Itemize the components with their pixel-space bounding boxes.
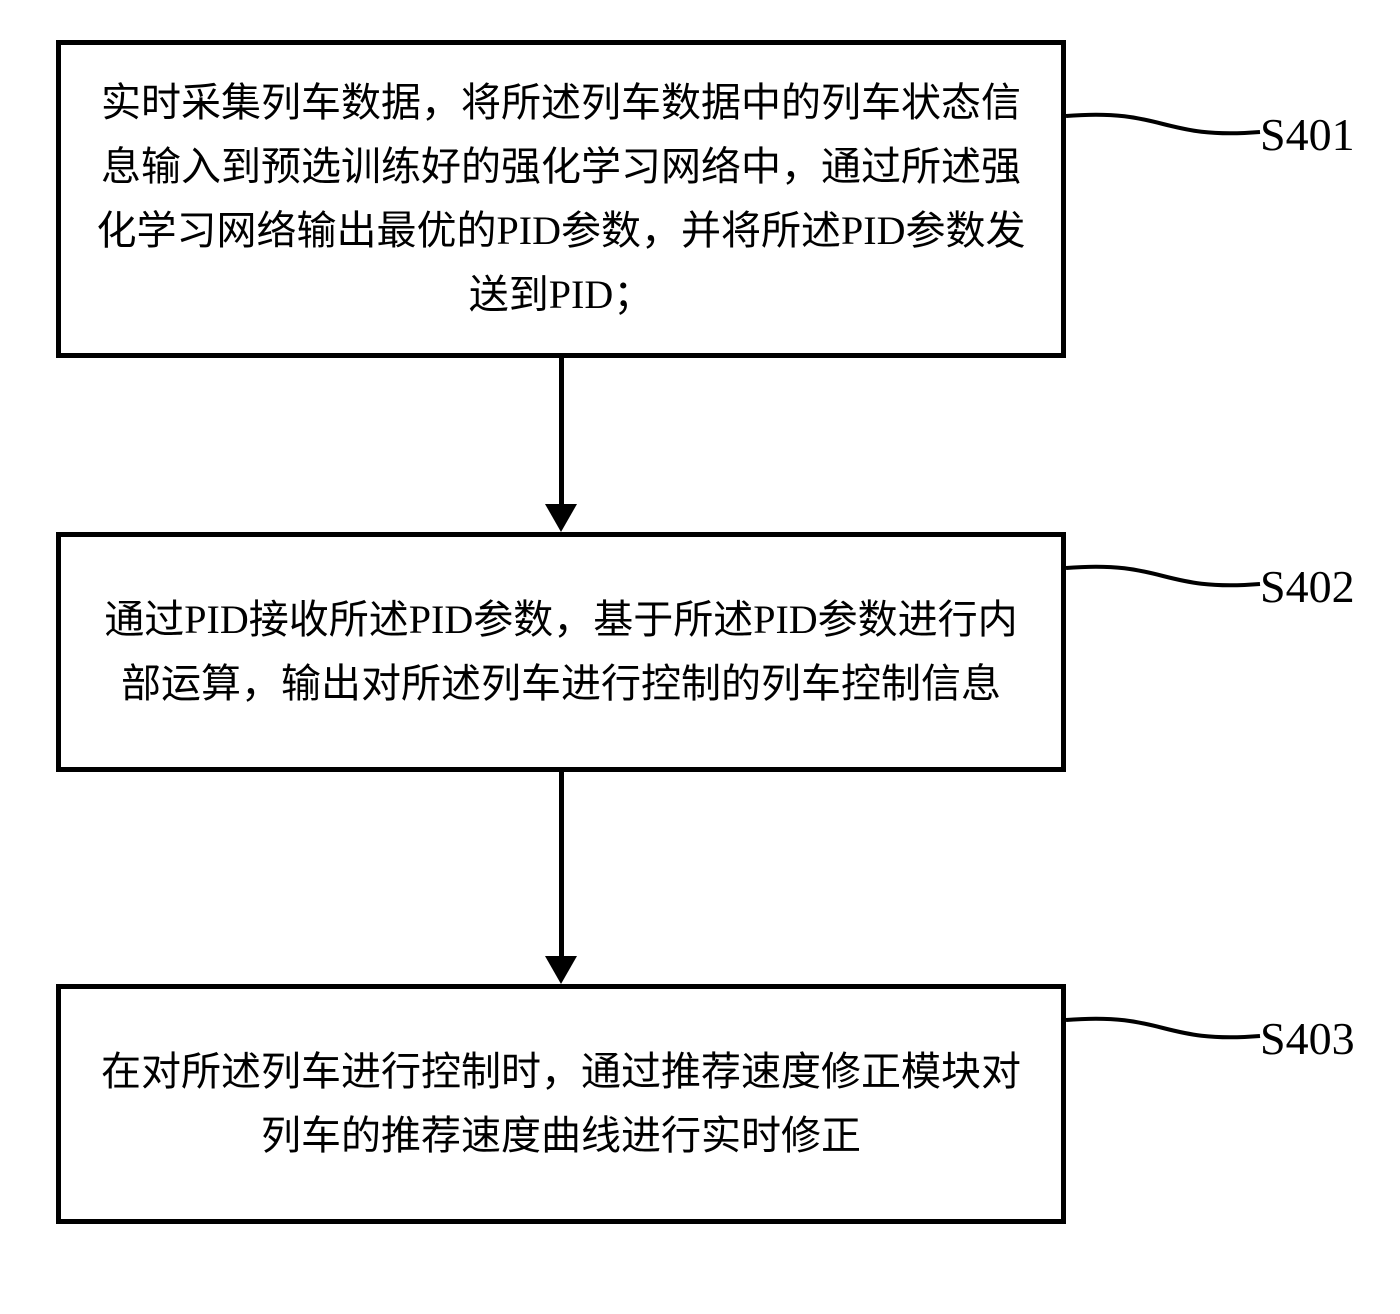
step-s401: 实时采集列车数据，将所述列车数据中的列车状态信息输入到预选训练好的强化学习网络中… [56, 40, 1066, 358]
step-s402: 通过PID接收所述PID参数，基于所述PID参数进行内部运算，输出对所述列车进行… [56, 532, 1066, 772]
conn-s402 [1066, 548, 1264, 604]
conn-s401 [1066, 96, 1264, 152]
conn-s403 [1066, 1000, 1264, 1056]
step-s403: 在对所述列车进行控制时，通过推荐速度修正模块对列车的推荐速度曲线进行实时修正 [56, 984, 1066, 1224]
step-s401-text: 实时采集列车数据，将所述列车数据中的列车状态信息输入到预选训练好的强化学习网络中… [91, 71, 1031, 327]
arrow-2-3-shaft [559, 772, 564, 956]
step-s402-text: 通过PID接收所述PID参数，基于所述PID参数进行内部运算，输出对所述列车进行… [91, 588, 1031, 716]
label-s402: S402 [1260, 560, 1355, 613]
arrow-2-3-head [545, 956, 577, 984]
arrow-1-2-shaft [559, 358, 564, 504]
arrow-1-2-head [545, 504, 577, 532]
step-s403-text: 在对所述列车进行控制时，通过推荐速度修正模块对列车的推荐速度曲线进行实时修正 [91, 1040, 1031, 1168]
label-s403: S403 [1260, 1012, 1355, 1065]
flowchart-canvas: 实时采集列车数据，将所述列车数据中的列车状态信息输入到预选训练好的强化学习网络中… [0, 0, 1400, 1314]
label-s401: S401 [1260, 108, 1355, 161]
